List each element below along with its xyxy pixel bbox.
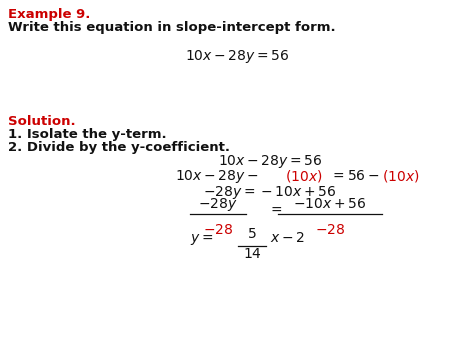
Text: $10x - 28y = 56$: $10x - 28y = 56$ <box>218 153 322 170</box>
Text: $=$: $=$ <box>268 202 283 216</box>
Text: Write this equation in slope-intercept form.: Write this equation in slope-intercept f… <box>8 21 336 34</box>
Text: $10x - 28y = 56$: $10x - 28y = 56$ <box>185 48 289 65</box>
Text: $5$: $5$ <box>247 227 257 241</box>
Text: $x - 2$: $x - 2$ <box>270 231 305 245</box>
Text: 1. Isolate the y-term.: 1. Isolate the y-term. <box>8 128 167 141</box>
Text: $(10x)$: $(10x)$ <box>285 168 322 184</box>
Text: $-10x + 56$: $-10x + 56$ <box>293 197 367 211</box>
Text: Solution.: Solution. <box>8 115 76 128</box>
Text: $-28$: $-28$ <box>315 223 345 237</box>
Text: $= 56 -$: $= 56 -$ <box>330 169 380 183</box>
Text: $14$: $14$ <box>243 247 262 261</box>
Text: $-28y = -10x + 56$: $-28y = -10x + 56$ <box>203 184 337 201</box>
Text: Example 9.: Example 9. <box>8 8 91 21</box>
Text: $(10x)$: $(10x)$ <box>382 168 419 184</box>
Text: $y =$: $y =$ <box>190 232 213 247</box>
Text: $-28$: $-28$ <box>203 223 233 237</box>
Text: $-28y$: $-28y$ <box>198 196 238 213</box>
Text: 2. Divide by the y-coefficient.: 2. Divide by the y-coefficient. <box>8 141 230 154</box>
Text: $10x - 28y -$: $10x - 28y -$ <box>175 168 259 185</box>
